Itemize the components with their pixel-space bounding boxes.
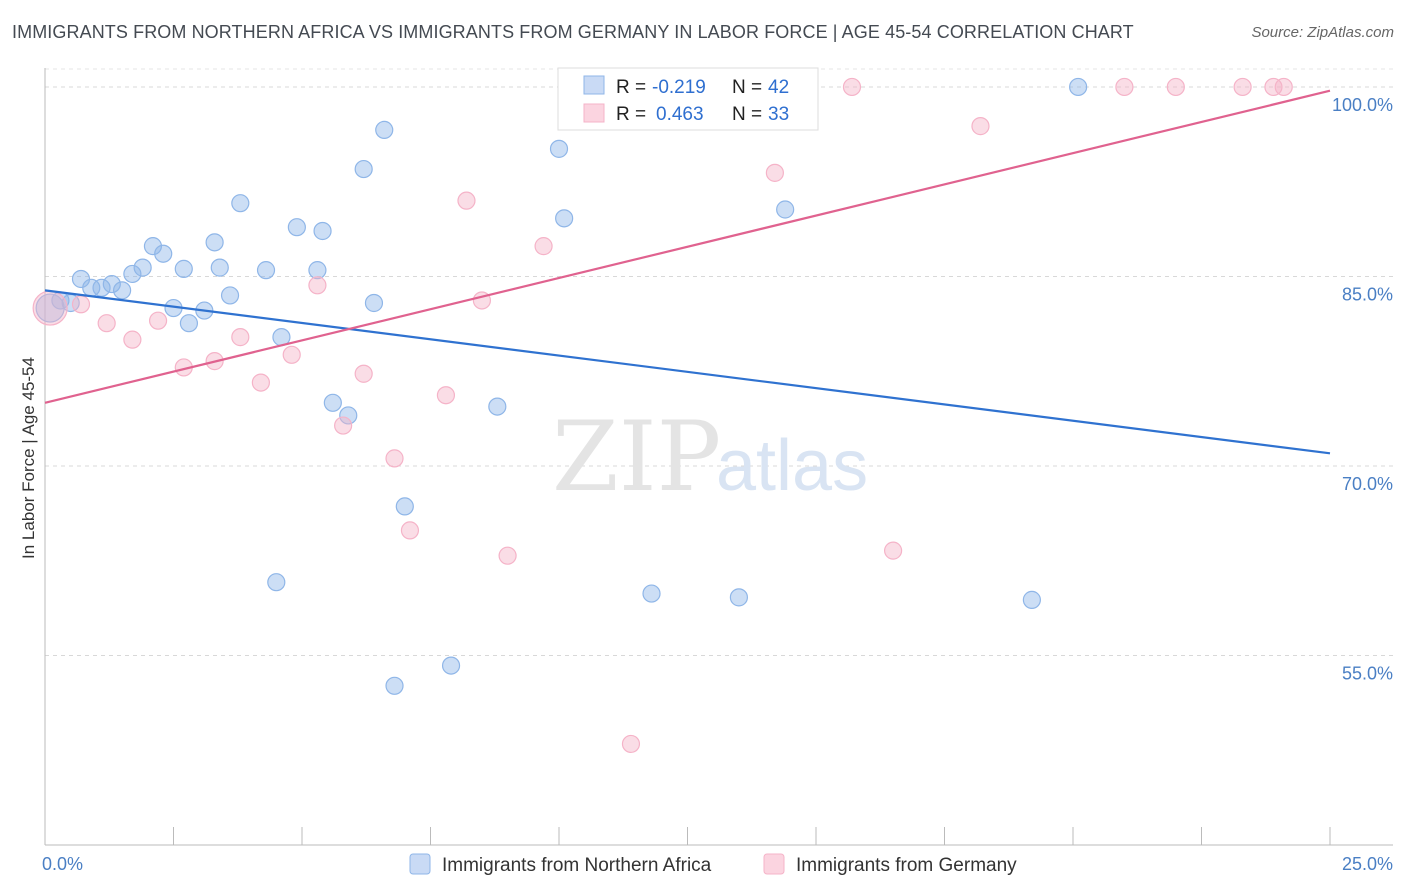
point-germany-25 [842,77,862,97]
point-northern-africa-21 [267,573,286,592]
point-germany-7 [231,328,250,347]
stats-swatch-blue [583,75,605,95]
point-northern-africa-37 [642,584,661,603]
point-northern-africa-36 [555,209,574,228]
point-germany-24 [765,163,784,182]
point-northern-africa-8 [123,264,142,284]
legend-swatch-germany [763,853,785,875]
point-northern-africa-25 [313,221,332,241]
trend-line-northern-africa [44,289,1331,455]
point-northern-africa-10 [143,237,163,256]
axes [44,68,1393,846]
stats-n-value-1: 42 [768,77,789,98]
point-northern-africa-33 [441,656,461,675]
point-germany-31 [1264,77,1283,97]
point-germany-15 [436,386,456,405]
point-northern-africa-26 [323,393,342,412]
data-points [32,77,1293,754]
y-tick-label-0: 55.0% [1342,663,1393,683]
point-northern-africa-23 [287,218,306,237]
point-germany-12 [354,364,373,383]
point-germany-1 [71,295,91,314]
y-tick-labels: 55.0% 70.0% 85.0% 100.0% [1332,95,1393,684]
point-germany-28 [1115,77,1134,97]
point-northern-africa-39 [776,200,795,219]
point-germany-16 [457,191,476,210]
stats-r-value-2: 0.463 [656,104,704,125]
point-germany-13 [385,449,404,468]
point-northern-africa-9 [133,258,152,277]
point-germany-32 [1274,77,1293,97]
y-tick-label-2: 85.0% [1342,284,1393,304]
point-germany-3 [123,330,142,349]
point-northern-africa-28 [354,159,373,179]
stats-r-value-1: -0.219 [652,77,706,98]
point-northern-africa-27 [339,406,358,425]
point-germany-19 [534,237,553,256]
stats-r-label-2: R = [616,104,646,125]
stats-n-value-2: 33 [768,104,789,125]
point-germany-4 [148,311,168,330]
watermark-atlas: atlas [716,426,868,506]
point-northern-africa-38 [729,588,749,607]
point-germany-8 [251,373,270,392]
point-northern-africa-34 [488,397,507,416]
point-northern-africa-35 [549,139,569,158]
point-germany-10 [308,276,327,295]
point-northern-africa-19 [231,194,250,213]
point-germany-2 [97,314,116,333]
legend-label-northern-africa: Immigrants from Northern Africa [442,855,712,876]
point-germany-30 [1233,77,1252,97]
stats-r-label-1: R = [616,77,646,98]
point-northern-africa-32 [395,497,414,516]
point-germany-27 [971,117,990,136]
point-germany-18 [498,546,517,565]
point-northern-africa-5 [92,278,111,297]
y-tick-label-3: 100.0% [1332,95,1393,115]
point-germany-21 [621,734,641,754]
stats-n-label-1: N = [732,77,762,98]
x-tick-label-1: 25.0% [1342,854,1393,874]
point-northern-africa-20 [256,261,276,280]
legend: Immigrants from Northern Africa Immigran… [409,853,1017,876]
point-northern-africa-16 [205,233,224,252]
source-credit: Source: ZipAtlas.com [1251,24,1394,41]
grid-lines [45,68,1393,656]
legend-swatch-northern-africa [409,853,431,875]
point-northern-africa-17 [210,258,229,277]
y-tick-label-1: 70.0% [1342,474,1393,494]
point-northern-africa-11 [154,244,173,263]
chart-title: IMMIGRANTS FROM NORTHERN AFRICA VS IMMIG… [12,22,1134,42]
point-northern-africa-7 [112,281,132,300]
point-northern-africa-24 [308,261,327,280]
watermark-zip: ZIP [552,401,721,513]
trend-lines [44,89,1331,455]
point-northern-africa-14 [179,314,199,333]
point-germany-0 [32,290,68,326]
stats-box: R = -0.219 N = 42 R = 0.463 N = 33 [557,67,819,131]
stats-swatch-pink [583,103,605,123]
point-northern-africa-18 [220,286,240,305]
watermark: ZIP atlas [552,401,868,513]
y-axis-label: In Labor Force | Age 45-54 [19,357,38,559]
point-northern-africa-31 [385,676,404,695]
point-germany-14 [400,521,420,540]
point-northern-africa-41 [1069,77,1088,97]
trend-line-germany [44,89,1331,404]
point-germany-11 [334,416,353,435]
point-northern-africa-40 [1022,590,1041,609]
point-northern-africa-29 [364,293,384,313]
point-northern-africa-6 [102,274,121,294]
legend-label-germany: Immigrants from Germany [796,855,1017,876]
point-germany-9 [282,345,301,364]
stats-n-label-2: N = [732,104,762,125]
point-germany-26 [883,541,903,560]
x-tick-labels: 0.0% 25.0% [42,854,1393,874]
point-germany-29 [1166,77,1185,97]
point-northern-africa-30 [375,120,394,140]
point-northern-africa-13 [174,259,193,278]
x-tick-label-0: 0.0% [42,854,83,874]
